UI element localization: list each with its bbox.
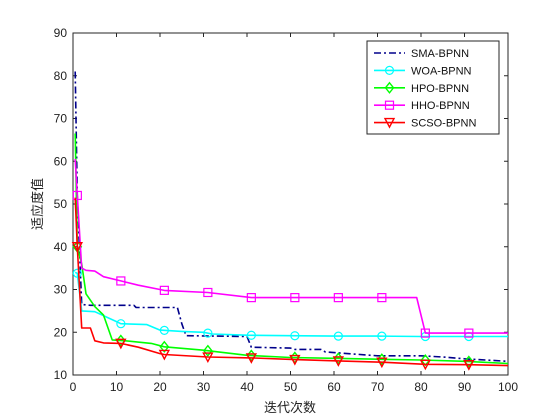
x-tick-label: 50	[284, 380, 298, 394]
legend-label-hho-bpnn: HHO-BPNN	[411, 100, 470, 112]
x-tick-label: 20	[153, 380, 167, 394]
x-tick-label: 10	[110, 380, 124, 394]
y-tick-label: 80	[54, 69, 68, 83]
x-tick-label: 60	[327, 380, 341, 394]
x-tick-label: 80	[414, 380, 428, 394]
y-tick-label: 40	[54, 240, 68, 254]
y-tick-label: 20	[54, 325, 68, 339]
legend-label-woa-bpnn: WOA-BPNN	[411, 65, 472, 77]
y-axis-label: 适应度值	[30, 178, 46, 230]
x-tick-label: 100	[498, 380, 518, 394]
legend-label-hpo-bpnn: HPO-BPNN	[411, 83, 469, 95]
x-tick-label: 90	[458, 380, 472, 394]
x-tick-label: 70	[371, 380, 385, 394]
x-tick-label: 0	[70, 380, 77, 394]
y-tick-label: 60	[54, 154, 68, 168]
x-tick-label: 40	[240, 380, 254, 394]
x-tick-label: 30	[197, 380, 211, 394]
legend: SMA-BPNN WOA-BPNN HPO-BPNN HHO-BPNN SCSO-BPN…	[367, 41, 499, 134]
y-tick-label: 50	[54, 197, 68, 211]
y-tick-label: 70	[54, 112, 68, 126]
legend-label-scso-bpnn: SCSO-BPNN	[411, 118, 476, 130]
y-tick-label: 30	[54, 283, 68, 297]
y-tick-label: 10	[54, 368, 68, 382]
y-tick-label: 90	[54, 26, 68, 40]
legend-label-sma-bpnn: SMA-BPNN	[411, 48, 469, 60]
x-axis-label: 迭代次数	[264, 400, 316, 416]
